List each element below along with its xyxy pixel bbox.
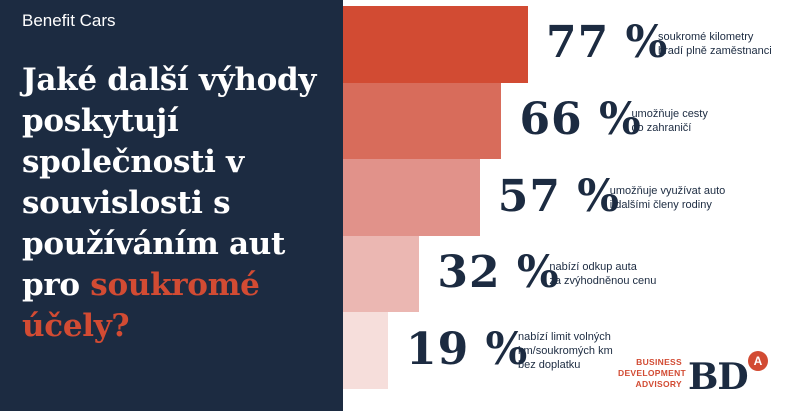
value-label: 19 % <box>406 323 529 375</box>
category-label: soukromé kilometry hradí plně zaměstnanc… <box>658 31 772 58</box>
headline-main: Jaké další výhody poskytují společnosti … <box>22 62 317 303</box>
bar <box>343 159 480 236</box>
category-label: umožňuje využívat auto i dalšími členy r… <box>609 184 726 211</box>
left-panel: Benefit Cars Jaké další výhody poskytují… <box>0 0 343 411</box>
value-label: 66 % <box>519 94 642 146</box>
logo-mark: BD <box>688 356 749 398</box>
category-label: nabízí limit volných km/soukromých km be… <box>518 330 613 371</box>
value-label: 57 % <box>497 170 621 222</box>
bar <box>343 6 528 83</box>
logo-text: BUSINESS DEVELOPMENT ADVISORY <box>618 357 687 389</box>
category-label: nabízí odkup auta za zvýhodněnou cenu <box>549 261 657 288</box>
value-label: 77 % <box>546 17 669 69</box>
value-label: 32 % <box>437 247 560 299</box>
logo-badge: A <box>748 351 768 371</box>
headline-accent: soukromé účely? <box>22 267 260 344</box>
bar <box>343 312 388 389</box>
bda-logo: BUSINESS DEVELOPMENT ADVISORY BD A <box>618 351 778 403</box>
headline: Jaké další výhody poskytují společnosti … <box>22 60 337 347</box>
category-label: umožňuje cesty do zahraničí <box>631 107 708 134</box>
bar-chart: 77 % soukromé kilometry hradí plně zaměst… <box>343 0 800 411</box>
bar <box>343 82 502 160</box>
bar <box>343 235 420 313</box>
brand-label: Benefit Cars <box>22 11 116 30</box>
